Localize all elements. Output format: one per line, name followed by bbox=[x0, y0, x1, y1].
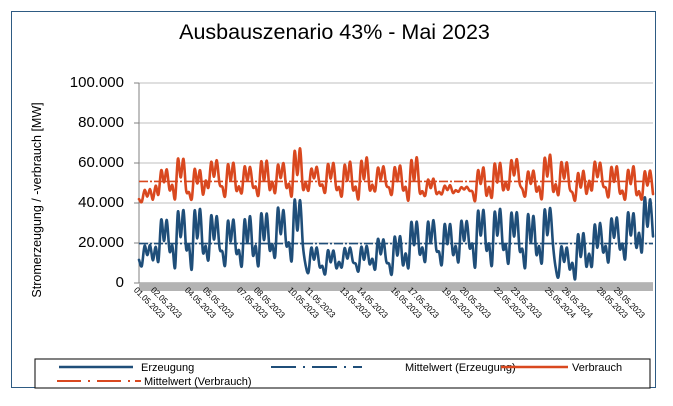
svg-text:Verbrauch: Verbrauch bbox=[572, 362, 622, 374]
svg-text:Erzeugung: Erzeugung bbox=[141, 362, 194, 374]
svg-text:Mittelwert (Verbrauch): Mittelwert (Verbrauch) bbox=[144, 376, 252, 388]
svg-text:Mittelwert (Erzeugung): Mittelwert (Erzeugung) bbox=[405, 362, 516, 374]
